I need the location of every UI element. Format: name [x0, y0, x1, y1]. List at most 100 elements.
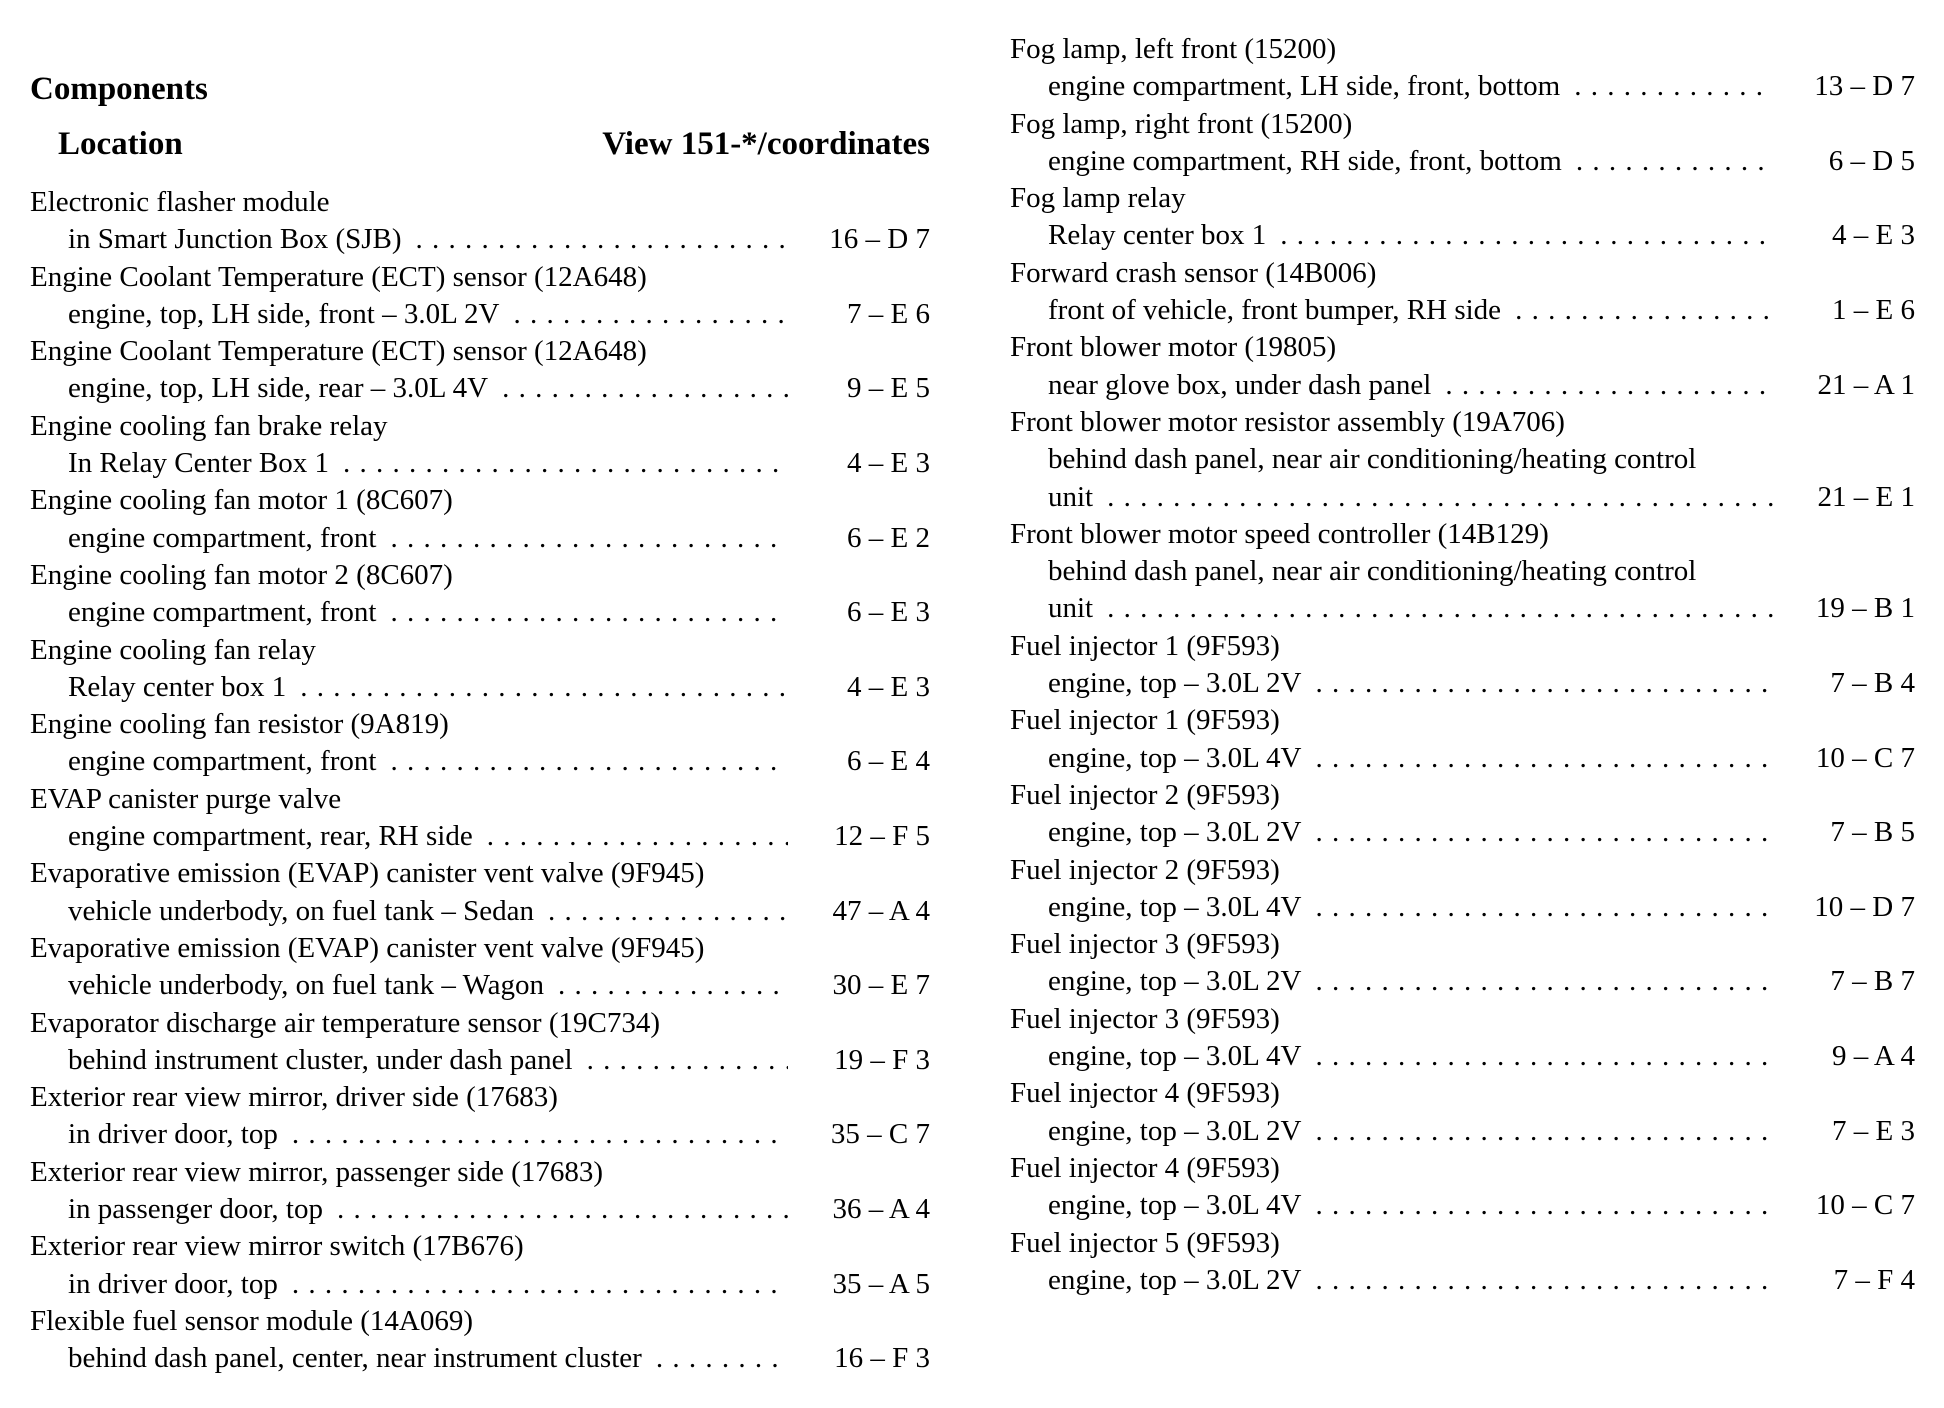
page-title: Components: [30, 71, 208, 107]
component-location: behind dash panel, near air conditioning…: [1048, 443, 1697, 476]
component-location: behind dash panel, center, near instrume…: [68, 1342, 642, 1375]
component-coordinate: 6 – D 5: [1828, 144, 1915, 177]
dot-leader: . . . . . . . . . . . . . . . . . . . . …: [502, 372, 788, 405]
component-location: engine compartment, RH side, front, bott…: [1048, 144, 1562, 177]
component-location-row: behind dash panel, near air conditioning…: [1010, 441, 1915, 478]
component-location: engine, top, LH side, rear – 3.0L 4V: [68, 372, 489, 405]
component-location: engine compartment, rear, RH side: [68, 820, 473, 853]
component-name: Fog lamp, left front (15200): [1010, 33, 1337, 65]
component-name: Fuel injector 3 (9F593): [1010, 928, 1280, 961]
dot-leader: . . . . . . . . . . . . . . . . . . . . …: [586, 1043, 788, 1076]
component-coordinate: 36 – A 4: [832, 1193, 931, 1226]
component-location-row: engine, top, LH side, rear – 3.0L 4V . . …: [30, 370, 930, 407]
component-location-row: engine compartment, rear, RH side . . . .…: [30, 818, 930, 855]
component-name: Engine Coolant Temperature (ECT) sensor …: [30, 335, 647, 368]
dot-leader: . . . . . . . . . . . . . . . . . . . . …: [342, 447, 788, 480]
component-name: Fuel injector 4 (9F593): [1010, 1151, 1280, 1184]
component-name: Front blower motor speed controller (14B…: [1010, 517, 1549, 550]
component-name: Engine cooling fan resistor (9A819): [30, 708, 449, 741]
component-location: engine, top – 3.0L 2V: [1048, 667, 1302, 700]
component-name: Exterior rear view mirror, driver side (…: [30, 1081, 558, 1114]
component-location: behind instrument cluster, under dash pa…: [68, 1043, 573, 1076]
component-name: Forward crash sensor (14B006): [1010, 256, 1377, 289]
component-location: unit: [1048, 480, 1094, 513]
component-name: Evaporative emission (EVAP) canister ven…: [30, 931, 705, 964]
component-coordinate: 35 – C 7: [830, 1118, 930, 1151]
component-name: Flexible fuel sensor module (14A069): [30, 1304, 473, 1337]
component-name: Fog lamp, right front (15200): [1010, 107, 1353, 140]
dot-leader: . . . . . . . . . . . . . . . . . . . . …: [1315, 965, 1773, 998]
component-location-row: behind instrument cluster, under dash pa…: [30, 1042, 930, 1079]
dot-leader: . . . . . . . . . . . . . . . . . . . . …: [291, 1118, 788, 1151]
component-coordinate: 19 – F 3: [834, 1043, 930, 1076]
component-location: engine, top – 3.0L 4V: [1048, 890, 1302, 923]
component-location: in passenger door, top: [68, 1193, 323, 1226]
component-name: Evaporative emission (EVAP) canister ven…: [30, 857, 705, 890]
component-location: engine compartment, front: [68, 745, 377, 778]
component-location-row: engine, top – 3.0L 2V . . . . . . . . . .…: [1010, 814, 1915, 851]
component-list-left: Electronic flasher module in Smart Juncti…: [30, 184, 930, 1378]
dot-leader: . . . . . . . . . . . . . . . . . . . . …: [486, 820, 788, 853]
component-location-row: engine, top – 3.0L 4V . . . . . . . . . .…: [1010, 740, 1915, 777]
component-location-row: unit . . . . . . . . . . . . . . . . . . …: [1010, 479, 1915, 516]
component-location: near glove box, under dash panel: [1048, 368, 1432, 401]
component-coordinate: 10 – C 7: [1815, 741, 1915, 774]
right-column: Fog lamp, left front (15200) engine compa…: [1010, 0, 1915, 1299]
component-coordinate: 16 – D 7: [829, 223, 930, 256]
component-location: Relay center box 1: [1048, 219, 1267, 252]
dot-leader: . . . . . . . . . . . . . . . . . . . . …: [548, 894, 788, 927]
component-coordinate: 1 – E 6: [1832, 294, 1915, 327]
dot-leader: . . . . . . . . . . . . . . . . . . . . …: [1574, 70, 1773, 103]
component-coordinate: 7 – E 6: [847, 297, 930, 330]
component-coordinate: 10 – C 7: [1815, 1189, 1915, 1222]
component-location-row: vehicle underbody, on fuel tank – Sedan.…: [30, 893, 930, 930]
component-name: Fuel injector 2 (9F593): [1010, 778, 1280, 811]
component-name: Evaporator discharge air temperature sen…: [30, 1006, 660, 1039]
component-coordinate: 13 – D 7: [1814, 70, 1915, 103]
component-location: engine, top – 3.0L 2V: [1048, 1263, 1302, 1296]
component-coordinate: 6 – E 4: [847, 745, 930, 778]
dot-leader: . . . . . . . . . . . . . . . . . . . . …: [1315, 1114, 1773, 1147]
dot-leader: . . . . . . . . . . . . . . . . . . . . …: [415, 223, 788, 256]
component-name: Front blower motor (19805): [1010, 331, 1337, 364]
component-location: behind dash panel, near air conditioning…: [1048, 555, 1697, 588]
component-location: engine, top – 3.0L 4V: [1048, 741, 1302, 774]
component-name: Engine cooling fan motor 1 (8C607): [30, 484, 453, 517]
dot-leader: . . . . . . . . . . . . . . . . . . . . …: [390, 596, 788, 629]
dot-leader: . . . . . . . . . . . . . . . . . . . . …: [336, 1193, 788, 1226]
component-coordinate: 47 – A 4: [832, 894, 931, 927]
component-location-row: engine compartment, front . . . . . . . .…: [30, 743, 930, 780]
component-location-row: engine, top – 3.0L 4V . . . . . . . . . .…: [1010, 1187, 1915, 1224]
dot-leader: . . . . . . . . . . . . . . . . . . . . …: [1280, 219, 1773, 252]
component-location-row: engine compartment, RH side, front, bott…: [1010, 143, 1915, 180]
component-location-row: vehicle underbody, on fuel tank – Wagon.…: [30, 967, 930, 1004]
component-name: Fuel injector 2 (9F593): [1010, 853, 1280, 886]
component-location: engine, top – 3.0L 2V: [1048, 1114, 1302, 1147]
location-column-header: Location: [58, 126, 183, 162]
component-location-row: front of vehicle, front bumper, RH side.…: [1010, 292, 1915, 329]
component-location: engine compartment, LH side, front, bott…: [1048, 70, 1561, 103]
component-list-right: Fog lamp, left front (15200) engine compa…: [1010, 31, 1915, 1299]
component-coordinate: 6 – E 3: [847, 596, 930, 629]
dot-leader: . . . . . . . . . . . . . . . . . . . . …: [1315, 890, 1773, 923]
component-coordinate: 9 – E 5: [847, 372, 930, 405]
component-coordinate: 30 – E 7: [832, 969, 930, 1002]
component-coordinate: 12 – F 5: [834, 820, 930, 853]
component-location-row: In Relay Center Box 1 . . . . . . . . . .…: [30, 445, 930, 482]
component-name: Fuel injector 1 (9F593): [1010, 704, 1280, 737]
component-location: vehicle underbody, on fuel tank – Sedan: [68, 894, 535, 927]
component-coordinate: 19 – B 1: [1815, 592, 1915, 625]
component-name: Exterior rear view mirror, passenger sid…: [30, 1155, 603, 1188]
component-location-row: in driver door, top . . . . . . . . . . .…: [30, 1266, 930, 1303]
dot-leader: . . . . . . . . . . . . . . . . . . . . …: [1315, 1263, 1773, 1296]
component-location: engine compartment, front: [68, 521, 377, 554]
component-location: engine, top – 3.0L 2V: [1048, 965, 1302, 998]
dot-leader: . . . . . . . . . . . . . . . . . . . . …: [1315, 741, 1773, 774]
left-column: Components Location View 151-*/coordinat…: [30, 0, 930, 1378]
component-name: Engine cooling fan relay: [30, 633, 316, 666]
component-location-row: near glove box, under dash panel . . . . …: [1010, 367, 1915, 404]
component-coordinate: 21 – E 1: [1817, 480, 1915, 513]
component-name: Exterior rear view mirror switch (17B676…: [30, 1230, 524, 1263]
component-location-row: engine compartment, LH side, front, bott…: [1010, 68, 1915, 105]
component-coordinate: 7 – B 4: [1830, 667, 1915, 700]
